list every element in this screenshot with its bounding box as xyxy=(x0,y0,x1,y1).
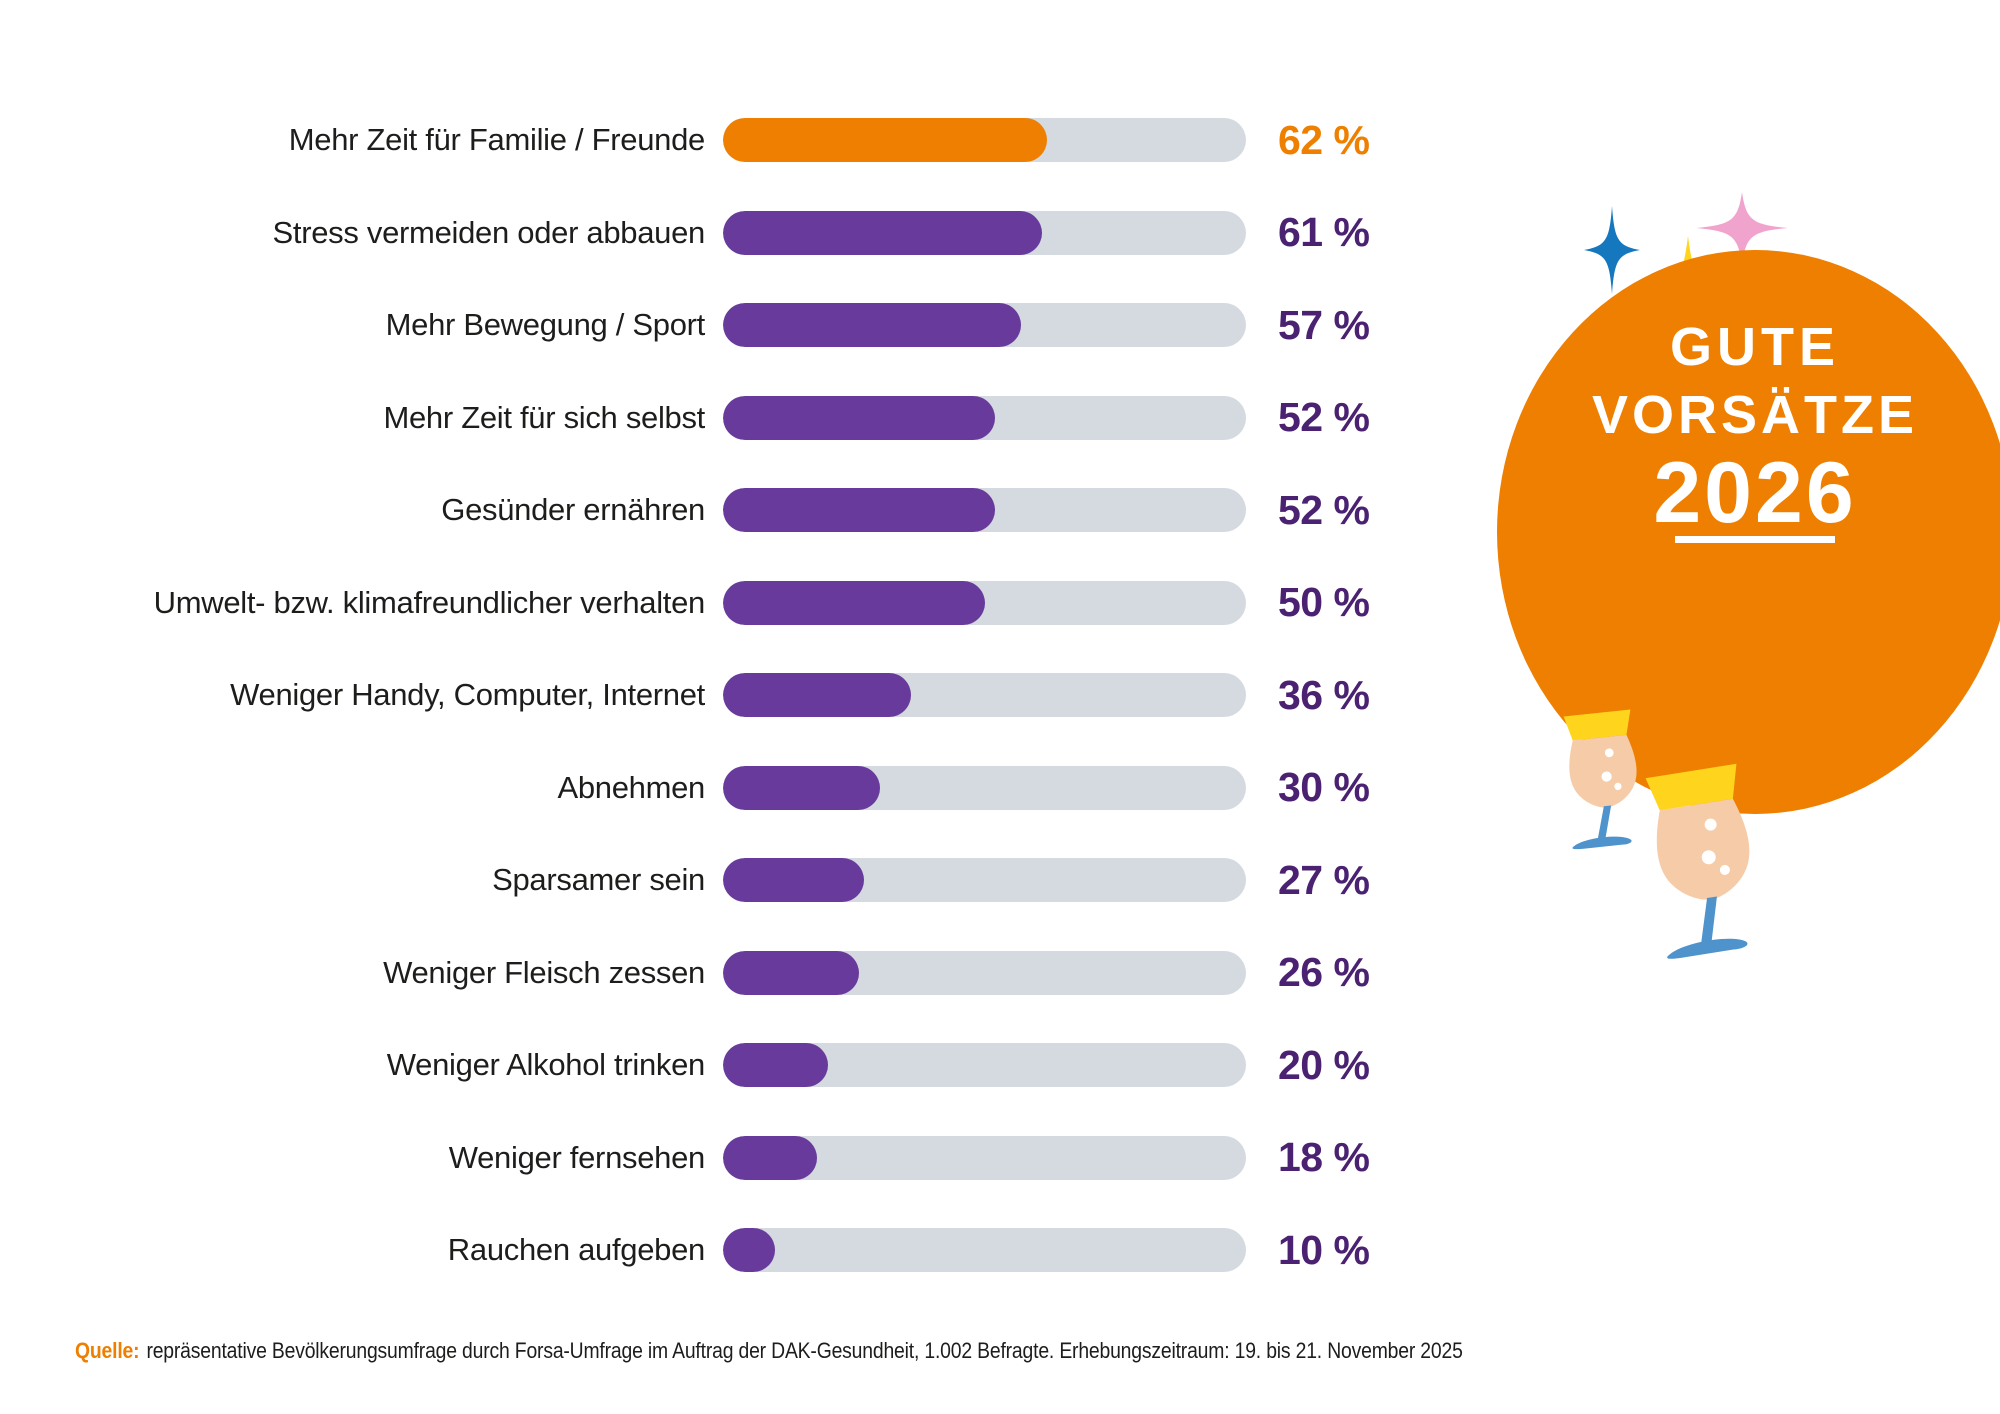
bar-label: Sparsamer sein xyxy=(492,862,705,897)
bar-fill xyxy=(723,1228,776,1272)
bar-row: Weniger Handy, Computer, Internet 36 % xyxy=(60,671,1370,718)
bar-row: Weniger Fleisch zessen 26 % xyxy=(60,949,1370,995)
bar-track xyxy=(723,1043,1246,1087)
bar-label: Stress vermeiden oder abbauen xyxy=(272,214,706,250)
bar-track xyxy=(723,580,1246,625)
bar-track xyxy=(723,1228,1246,1272)
bar-label: Abnehmen xyxy=(557,769,705,805)
bar-row: Weniger Alkohol trinken 20 % xyxy=(60,1041,1370,1088)
bar-value: 26 % xyxy=(1278,949,1370,995)
badge-title-year: 2026 xyxy=(1653,445,1856,541)
bar-row: Sparsamer sein 27 % xyxy=(60,856,1370,903)
bar-value: 20 % xyxy=(1278,1041,1370,1088)
bar-label: Gesünder ernähren xyxy=(441,492,705,527)
bar-label: Mehr Zeit für Familie / Freunde xyxy=(288,122,706,157)
bar-value: 18 % xyxy=(1278,1134,1370,1180)
bar-label: Mehr Zeit für sich selbst xyxy=(383,399,705,435)
bar-value: 50 % xyxy=(1278,579,1370,625)
bar-row: Rauchen aufgeben 10 % xyxy=(60,1226,1370,1273)
bar-fill xyxy=(723,858,865,902)
bar-fill xyxy=(723,950,859,995)
sparkle-blue-icon xyxy=(1584,206,1640,294)
badge-title-line2: VORSÄTZE xyxy=(1592,385,1918,445)
champagne-glass-left-icon xyxy=(1563,709,1637,850)
bar-value: 52 % xyxy=(1278,394,1370,440)
bar-track xyxy=(723,395,1246,440)
bar-value: 36 % xyxy=(1278,671,1370,718)
bar-value: 27 % xyxy=(1278,856,1370,903)
champagne-glass-right-icon xyxy=(1645,763,1750,959)
bar-track xyxy=(723,118,1246,162)
bar-row: Abnehmen 30 % xyxy=(60,764,1370,810)
source-note: Quelle: repräsentative Bevölkerungsumfrag… xyxy=(75,1338,1463,1364)
bar-track xyxy=(723,673,1246,717)
bar-row: Gesünder ernähren 52 % xyxy=(60,486,1370,533)
bar-chart: Mehr Zeit für Familie / Freunde 62 % Str… xyxy=(60,116,1370,1321)
bar-label: Weniger Alkohol trinken xyxy=(386,1047,706,1082)
bar-track xyxy=(723,950,1246,995)
bar-track xyxy=(723,1135,1246,1180)
bar-label: Mehr Bewegung / Sport xyxy=(385,307,706,342)
bar-value: 57 % xyxy=(1278,301,1370,348)
bar-fill xyxy=(723,395,995,440)
bar-track xyxy=(723,303,1246,347)
bar-rows: Mehr Zeit für Familie / Freunde 62 % Str… xyxy=(60,116,1370,1273)
bar-fill xyxy=(723,210,1043,255)
bar-value: 52 % xyxy=(1278,486,1370,533)
badge-title-line1: GUTE xyxy=(1670,317,1840,377)
badge-underline xyxy=(1675,536,1835,543)
sparkle-pink-icon xyxy=(1696,192,1788,264)
bar-track xyxy=(723,765,1246,810)
bar-fill xyxy=(723,765,880,810)
bar-row: Stress vermeiden oder abbauen 61 % xyxy=(60,209,1370,255)
badge: GUTE VORSÄTZE 2026 xyxy=(1497,192,2000,959)
bar-row: Mehr Bewegung / Sport 57 % xyxy=(60,301,1370,348)
bar-fill xyxy=(723,673,912,717)
bar-fill xyxy=(723,1043,828,1087)
bar-label: Weniger Handy, Computer, Internet xyxy=(230,677,705,712)
bar-fill xyxy=(723,118,1048,162)
bar-value: 62 % xyxy=(1278,116,1370,163)
bar-fill xyxy=(723,488,995,532)
bar-row: Umwelt- bzw. klimafreundlicher verhalten… xyxy=(60,579,1370,625)
bar-fill xyxy=(723,303,1022,347)
bar-track xyxy=(723,858,1246,902)
bar-label: Umwelt- bzw. klimafreundlicher verhalten xyxy=(153,584,706,620)
bar-label: Rauchen aufgeben xyxy=(447,1232,706,1267)
bar-value: 10 % xyxy=(1278,1226,1370,1273)
badge-circle xyxy=(1497,250,2000,814)
bar-row: Mehr Zeit für Familie / Freunde 62 % xyxy=(60,116,1370,163)
source-prefix: Quelle: xyxy=(75,1338,140,1363)
bar-fill xyxy=(723,580,985,625)
bar-label: Weniger fernsehen xyxy=(448,1139,706,1175)
source-text: repräsentative Bevölkerungsumfrage durch… xyxy=(146,1338,1463,1363)
bar-row: Weniger fernsehen 18 % xyxy=(60,1134,1370,1180)
bar-row: Mehr Zeit für sich selbst 52 % xyxy=(60,394,1370,440)
bar-value: 30 % xyxy=(1278,764,1370,810)
bar-fill xyxy=(723,1135,818,1180)
bar-value: 61 % xyxy=(1278,209,1370,255)
bar-track xyxy=(723,210,1246,255)
bar-label: Weniger Fleisch zessen xyxy=(383,954,705,990)
bar-track xyxy=(723,488,1246,532)
